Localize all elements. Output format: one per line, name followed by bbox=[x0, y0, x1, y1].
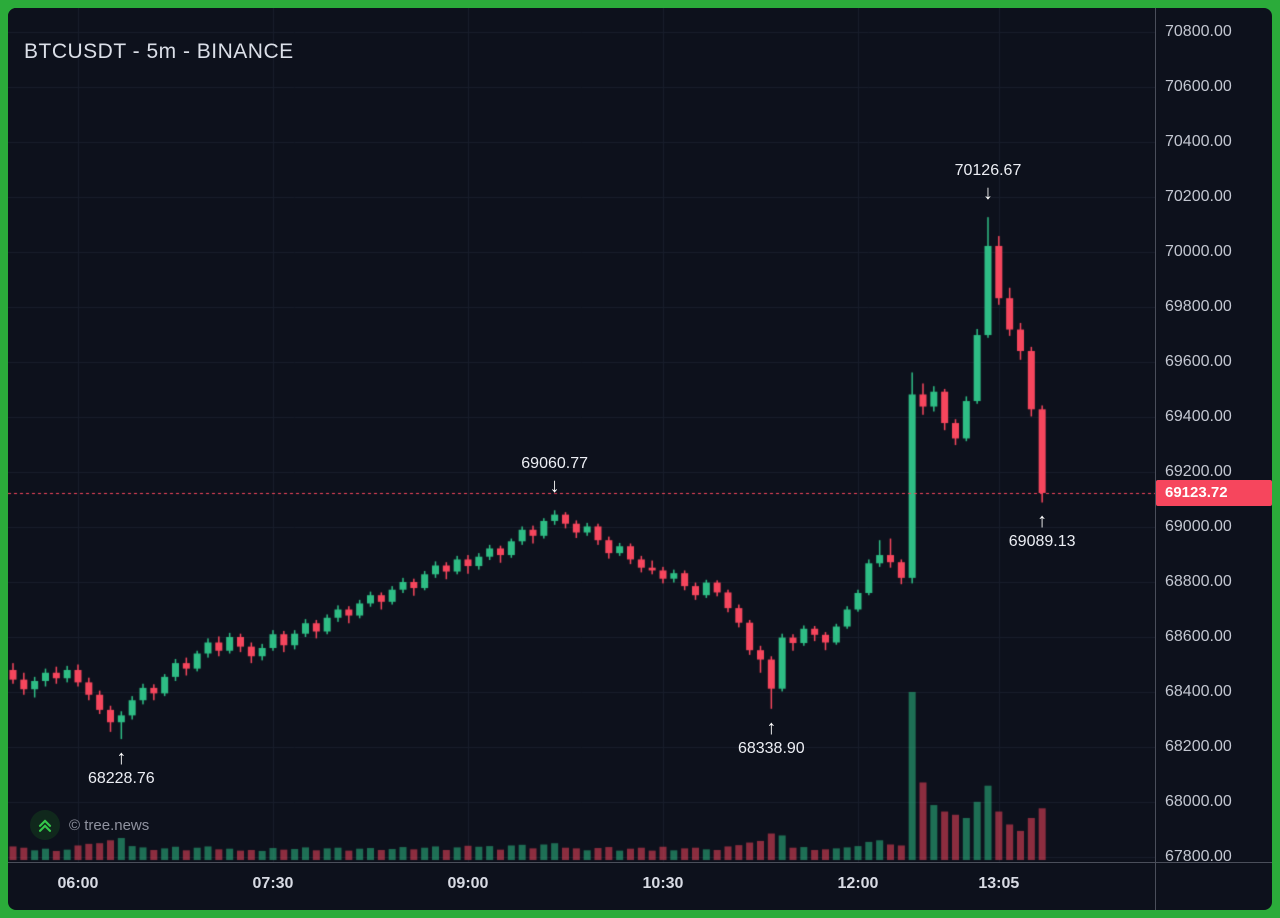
watermark[interactable]: © tree.news bbox=[30, 810, 149, 840]
price-axis-label: 68000.00 bbox=[1165, 793, 1232, 810]
time-axis-label: 09:00 bbox=[447, 875, 489, 892]
tree-news-logo-icon bbox=[30, 810, 60, 840]
chart-panel: BTCUSDT - 5m - BINANCE 70126.67 ↓ 69060.77… bbox=[8, 8, 1272, 910]
price-axis-label: 70800.00 bbox=[1165, 23, 1232, 40]
time-axis-label: 13:05 bbox=[978, 875, 1020, 892]
time-axis-label: 06:00 bbox=[57, 875, 99, 892]
price-axis-label: 69800.00 bbox=[1165, 298, 1232, 315]
price-axis-label: 68800.00 bbox=[1165, 573, 1232, 590]
chart-title: BTCUSDT - 5m - BINANCE bbox=[24, 40, 294, 63]
price-axis-label: 70000.00 bbox=[1165, 243, 1232, 260]
price-axis-label: 70400.00 bbox=[1165, 133, 1232, 150]
price-axis-label: 68400.00 bbox=[1165, 683, 1232, 700]
price-axis-label: 68200.00 bbox=[1165, 738, 1232, 755]
price-axis-label: 69200.00 bbox=[1165, 463, 1232, 480]
price-axis-label: 67800.00 bbox=[1165, 848, 1232, 865]
current-price-tag: 69123.72 bbox=[1156, 479, 1272, 506]
time-axis-label: 12:00 bbox=[837, 875, 879, 892]
price-axis-label: 70600.00 bbox=[1165, 78, 1232, 95]
price-axis-label: 69600.00 bbox=[1165, 353, 1232, 370]
price-axis-separator bbox=[1155, 8, 1156, 910]
price-axis-label: 68600.00 bbox=[1165, 628, 1232, 645]
time-axis[interactable]: 06:00 07:30 09:00 10:30 12:00 13:05 bbox=[8, 863, 1155, 910]
watermark-label: © tree.news bbox=[69, 816, 150, 834]
price-axis-label: 69000.00 bbox=[1165, 518, 1232, 535]
price-axis[interactable]: 70800.00 70600.00 70400.00 70200.00 70000.00… bbox=[1156, 8, 1272, 865]
time-axis-label: 10:30 bbox=[642, 875, 684, 892]
time-axis-separator bbox=[8, 862, 1272, 863]
plot-canvas[interactable] bbox=[8, 8, 1155, 862]
price-axis-label: 69400.00 bbox=[1165, 408, 1232, 425]
time-axis-label: 07:30 bbox=[252, 875, 294, 892]
price-axis-label: 70200.00 bbox=[1165, 188, 1232, 205]
